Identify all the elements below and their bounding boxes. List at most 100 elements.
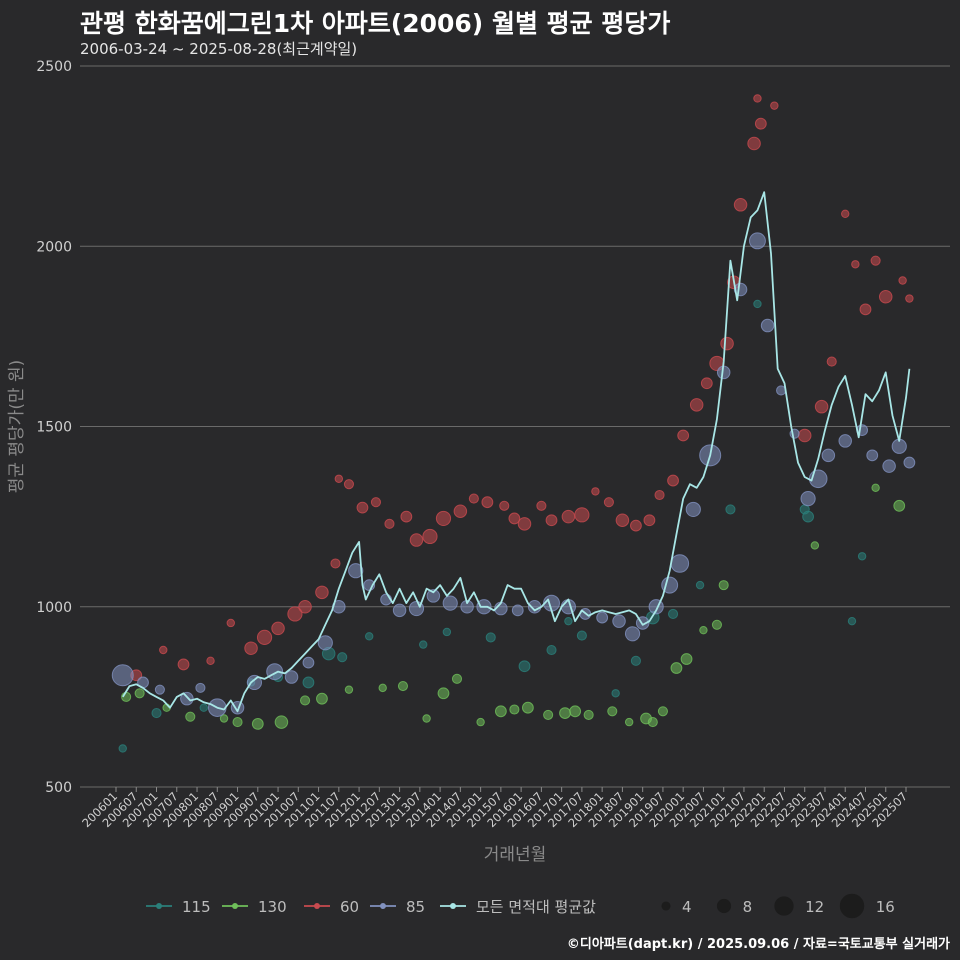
point-130 [607,706,618,717]
point-60 [400,510,413,523]
point-85 [612,614,626,628]
point-115 [546,644,557,656]
size-legend-circle [774,896,794,916]
point-60 [330,558,341,569]
point-115 [576,630,587,641]
y-axis-label: 평균 평당가(만 원) [7,360,27,494]
point-60 [747,136,761,151]
point-115 [419,640,428,649]
point-85 [302,656,315,669]
point-130 [232,717,243,728]
legend-dot [380,903,386,909]
point-60 [841,209,850,219]
point-85 [670,554,690,573]
point-85 [760,318,775,333]
point-60 [481,496,494,509]
point-60 [615,513,630,527]
point-85 [821,448,836,463]
y-tick-label: 2500 [36,59,72,75]
point-115 [337,652,348,663]
point-85 [195,682,206,693]
legend: 115 130 60 85 모든 면적대 평균값 4 8 12 16 [146,893,895,919]
size-legend-circle [839,893,865,919]
point-85 [442,595,458,611]
point-60 [689,398,704,412]
point-60 [667,474,679,487]
point-60 [536,500,547,511]
point-130 [437,687,450,700]
point-130 [476,717,485,727]
point-60 [733,198,748,212]
point-60 [770,101,779,110]
point-85 [800,491,816,507]
size-legend-label: 12 [805,898,824,916]
point-130 [699,625,708,635]
point-130 [670,662,683,674]
point-85 [246,674,263,691]
y-axis-ticks: 500 1000 1500 2000 2500 [36,59,72,796]
legend-label: 85 [406,898,425,916]
point-60 [508,512,521,525]
point-115 [753,299,762,309]
point-85 [511,604,524,617]
point-60 [753,94,762,103]
point-130 [871,483,880,492]
legend-dot [314,903,320,909]
point-85 [392,603,407,618]
point-85 [180,691,194,706]
point-130 [718,580,729,591]
point-130 [521,701,534,714]
point-115 [611,689,620,698]
legend-label: 115 [182,898,211,916]
point-60 [384,518,395,529]
point-130 [559,707,571,719]
point-60 [370,497,382,508]
point-60 [287,606,303,622]
point-130 [397,681,409,692]
point-130 [274,715,289,729]
x-axis-label: 거래년월 [484,845,547,865]
point-115 [630,655,641,666]
size-legend-label: 4 [682,898,692,916]
point-115 [302,676,315,689]
point-85 [284,670,299,684]
point-60 [826,356,837,367]
point-85 [596,611,609,624]
chart-title: 관평 한화꿈에그린1차 아파트(2006) 월별 평균 평당가 [80,9,671,38]
point-130 [624,717,634,727]
point-85 [882,459,896,473]
y-tick-label: 500 [45,780,72,796]
point-115 [564,616,573,626]
point-60 [700,377,713,390]
point-60 [545,514,558,527]
point-130 [219,714,229,723]
point-130 [711,619,722,630]
point-60 [159,645,168,655]
point-130 [316,692,328,705]
point-130 [451,673,463,684]
point-115 [725,504,736,515]
point-85 [111,664,134,687]
grid-lines [80,65,950,788]
point-130 [647,717,658,728]
point-60 [343,479,354,490]
point-130 [893,499,906,512]
point-60 [561,509,576,524]
point-115 [365,632,374,641]
legend-dot [450,903,456,909]
point-60 [898,276,907,285]
legend-label: 60 [340,898,359,916]
legend-label: 130 [258,898,287,916]
point-60 [244,641,258,655]
point-85 [903,456,916,469]
point-85 [866,449,879,462]
point-60 [878,289,893,304]
point-130 [509,704,520,715]
point-60 [177,658,190,671]
point-85 [838,434,852,448]
y-tick-label: 2000 [36,239,72,255]
point-85 [685,501,701,518]
point-130 [344,685,354,694]
